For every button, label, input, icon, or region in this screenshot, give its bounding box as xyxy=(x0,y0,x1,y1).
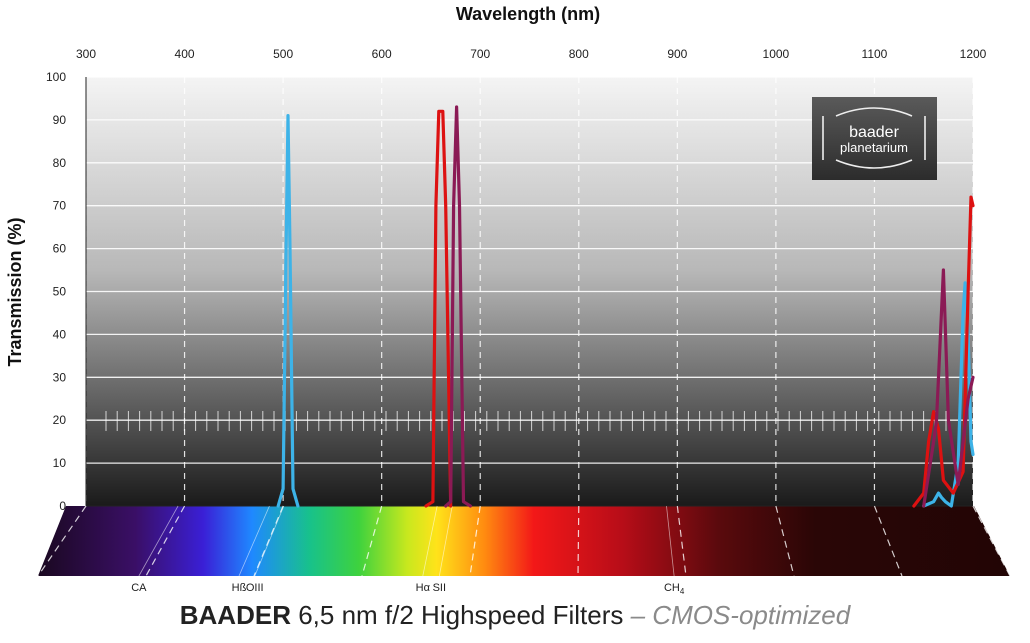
spectrum-dash-500 xyxy=(253,505,284,577)
series-line-2 xyxy=(444,105,975,508)
y-tick-label-10: 10 xyxy=(53,456,67,470)
series-group xyxy=(276,105,975,508)
y-tick-label-80: 80 xyxy=(53,156,67,170)
caption-suffix: – CMOS-optimized xyxy=(630,600,851,630)
x-tick-label-500: 500 xyxy=(273,47,293,61)
y-tick-label-40: 40 xyxy=(53,327,67,341)
y-tick-label-30: 30 xyxy=(53,370,67,384)
y-tick-label-90: 90 xyxy=(53,113,67,127)
x-tick-label-900: 900 xyxy=(667,47,687,61)
annotation-label: Hß xyxy=(232,582,247,594)
spectrum-dash-1000 xyxy=(775,505,795,577)
series-line-1 xyxy=(424,109,975,508)
spectrum-dashes xyxy=(37,505,1011,577)
spectrum-line-marker xyxy=(238,505,270,577)
x-tick-label-800: 800 xyxy=(569,47,589,61)
y-tick-label-70: 70 xyxy=(53,199,67,213)
x-tick-label-300: 300 xyxy=(76,47,96,61)
spectrum-line-marker xyxy=(438,505,453,577)
x-tick-label-1100: 1100 xyxy=(862,47,888,61)
grid xyxy=(85,76,974,507)
x-tick-label-1200: 1200 xyxy=(960,47,987,61)
spectrum-line-marker xyxy=(422,505,438,577)
x-tick-label-400: 400 xyxy=(175,47,195,61)
y-tick-label-100: 100 xyxy=(46,70,66,84)
annotation-label: CH4 xyxy=(664,582,685,596)
chart-caption: BAADER 6,5 nm f/2 Highspeed Filters – CM… xyxy=(0,600,1030,631)
logo-text-line2: planetarium xyxy=(840,140,908,155)
annotation-label: OIII xyxy=(246,582,264,594)
caption-brand: BAADER xyxy=(179,600,291,630)
y-tick-label-20: 20 xyxy=(53,413,67,427)
y-tick-labels: 0 10 20 30 40 50 60 70 80 90 100 xyxy=(46,70,66,513)
line-annotations: CA Hß OIII Hα SII CH4 xyxy=(131,582,685,596)
spectrum-band xyxy=(38,506,1010,576)
caption-product: 6,5 nm f/2 Highspeed Filters xyxy=(298,600,624,630)
y-tick-label-60: 60 xyxy=(53,242,67,256)
annotation-label: SII xyxy=(433,582,446,594)
x-tick-label-1000: 1000 xyxy=(763,47,790,61)
x-tick-label-700: 700 xyxy=(470,47,490,61)
spectrum-line-marker xyxy=(254,505,285,577)
x-tick-labels: 300 400 500 600 700 800 900 1000 1100 1200 xyxy=(76,47,987,61)
annotation-label: Hα xyxy=(416,582,431,594)
x-tick-label-600: 600 xyxy=(372,47,392,61)
series-line-0 xyxy=(276,114,975,508)
spectrum-dash-300 xyxy=(37,505,87,577)
spectrum-dash-1100 xyxy=(873,505,903,577)
logo-text-line1: baader xyxy=(849,124,899,141)
spectrum-dash-400 xyxy=(145,505,186,577)
y-tick-label-50: 50 xyxy=(53,285,67,299)
annotation-label: CA xyxy=(131,582,147,594)
spectrum-line-marker xyxy=(666,505,675,577)
spectrum-dash-600 xyxy=(361,505,383,577)
baader-planetarium-logo: baader planetarium xyxy=(812,97,937,180)
y-axis-title: Transmission (%) xyxy=(5,217,25,366)
spectrum-dash-1200 xyxy=(972,505,1011,577)
spectrum-line-marker xyxy=(138,505,179,577)
x-axis-title: Wavelength (nm) xyxy=(456,4,600,24)
y-tick-label-0: 0 xyxy=(59,499,66,513)
